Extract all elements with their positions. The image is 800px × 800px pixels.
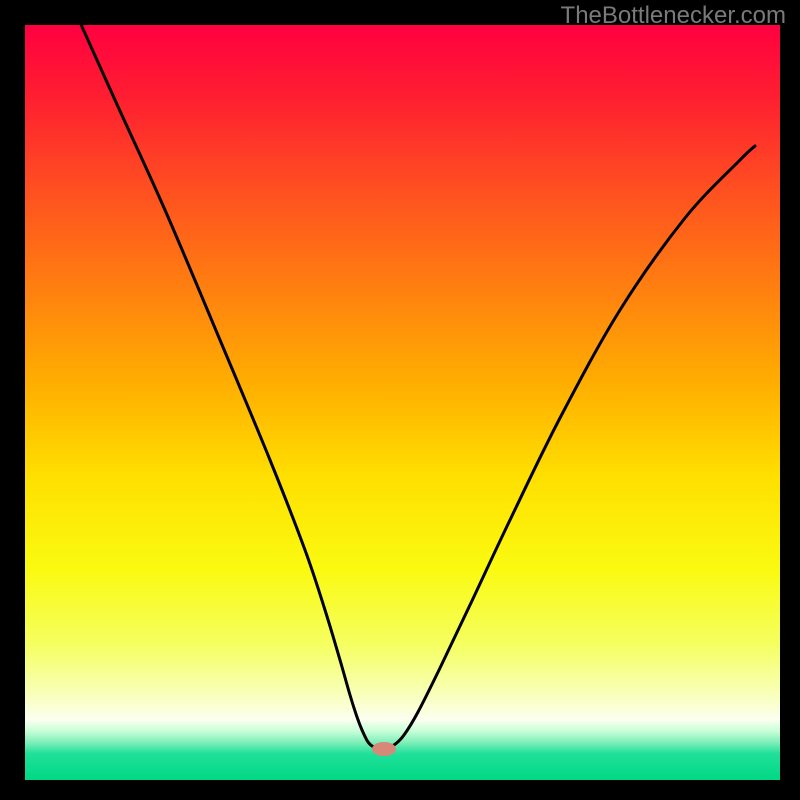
- plot-svg: [25, 25, 780, 780]
- gradient-background: [25, 25, 780, 780]
- chart-frame: TheBottlenecker.com: [0, 0, 800, 800]
- plot-area: [25, 25, 780, 780]
- optimal-marker: [372, 742, 396, 756]
- watermark-text: TheBottlenecker.com: [561, 2, 786, 30]
